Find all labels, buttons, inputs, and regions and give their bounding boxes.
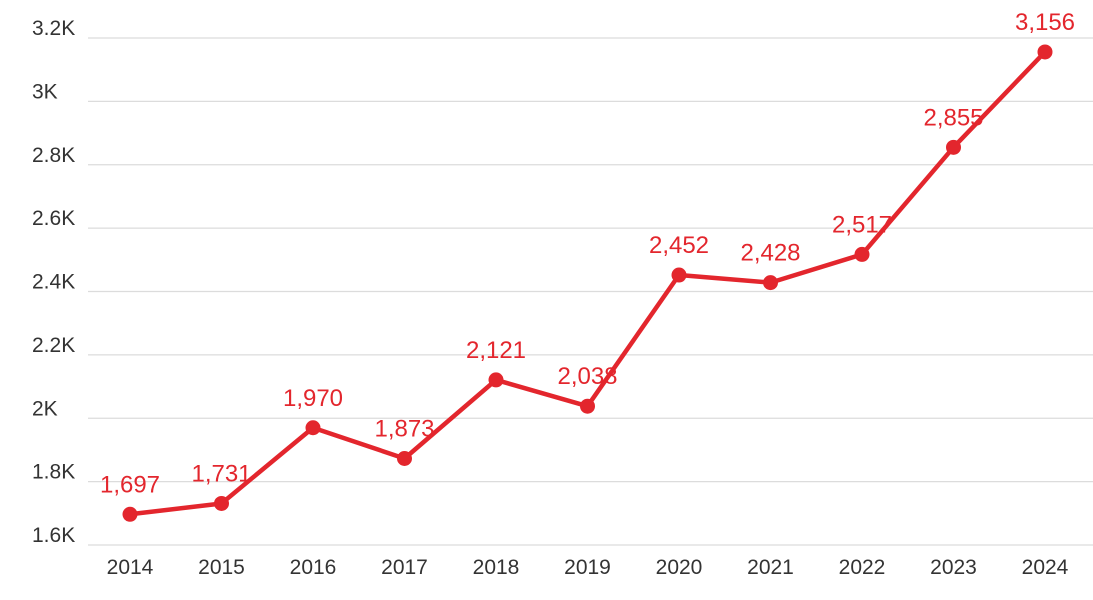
x-tick-label: 2021 [747,556,794,579]
data-label: 3,156 [1015,9,1075,36]
x-tick-label: 2023 [930,556,977,579]
data-point [488,372,504,388]
y-tick-label: 2.2K [32,334,75,357]
data-label: 2,452 [649,232,709,259]
data-point [305,420,321,436]
x-tick-label: 2022 [839,556,886,579]
data-labels: 1,697 1,731 1,970 1,873 2,121 2,038 2,452 2,428… [100,9,1075,498]
x-axis-ticks: 2014 2015 2016 2017 2018 2019 2020 2021 2022 2023… [107,556,1069,579]
data-label: 1,697 [100,471,160,498]
series-line [127,49,1048,517]
y-tick-label: 3.2K [32,17,75,40]
data-points [122,44,1053,522]
gridlines [88,37,1093,546]
data-label: 1,970 [283,385,343,412]
data-label: 2,855 [923,104,983,131]
data-point [854,246,870,262]
x-tick-label: 2015 [198,556,245,579]
data-label: 2,428 [740,240,800,267]
x-tick-label: 2018 [473,556,520,579]
data-label: 2,038 [557,363,617,390]
data-point [763,275,778,291]
data-point [397,450,412,466]
series-line-layer [127,49,1048,517]
y-tick-label: 2.4K [32,271,75,294]
data-label: 2,517 [832,211,892,238]
data-label: 1,873 [374,415,434,442]
x-tick-label: 2019 [564,556,611,579]
y-tick-label: 2.8K [32,144,75,167]
y-tick-label: 2.6K [32,207,75,230]
y-tick-label: 3K [32,80,58,103]
data-point [1037,44,1053,60]
y-tick-label: 1.8K [32,461,75,484]
data-point [122,506,138,522]
data-label: 1,731 [191,460,251,487]
y-tick-label: 1.6K [32,524,75,547]
data-point [214,495,229,511]
x-tick-label: 2014 [107,556,154,579]
data-point [946,139,961,155]
x-tick-label: 2024 [1022,556,1069,579]
y-axis-ticks: 1.6K 1.8K 2K 2.2K 2.4K 2.6K 2.8K 3K 3.2K [32,17,75,547]
data-point [671,267,687,283]
x-tick-label: 2020 [656,556,703,579]
x-tick-label: 2017 [381,556,428,579]
data-label: 2,121 [466,337,526,364]
data-point [580,398,595,414]
y-tick-label: 2K [32,397,58,420]
x-tick-label: 2016 [290,556,337,579]
